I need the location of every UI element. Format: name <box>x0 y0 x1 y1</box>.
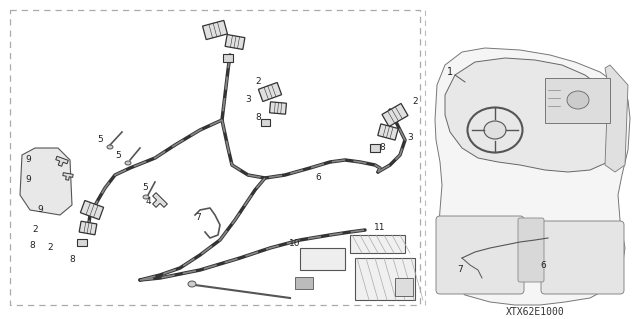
Text: 10: 10 <box>289 240 301 249</box>
Text: 5: 5 <box>142 183 148 192</box>
Polygon shape <box>56 156 68 166</box>
Text: 2: 2 <box>47 243 53 253</box>
Text: 8: 8 <box>29 241 35 249</box>
Text: 8: 8 <box>255 114 261 122</box>
Bar <box>300 248 345 270</box>
Text: 2: 2 <box>412 98 418 107</box>
Polygon shape <box>445 58 622 172</box>
Polygon shape <box>20 148 72 215</box>
Text: 7: 7 <box>457 265 463 275</box>
Text: 9: 9 <box>25 155 31 165</box>
Ellipse shape <box>143 195 149 199</box>
Polygon shape <box>79 221 97 235</box>
FancyBboxPatch shape <box>436 216 524 294</box>
Text: 3: 3 <box>407 133 413 143</box>
Polygon shape <box>81 200 104 219</box>
Polygon shape <box>378 124 398 140</box>
Ellipse shape <box>484 121 506 139</box>
Text: 11: 11 <box>374 224 386 233</box>
FancyBboxPatch shape <box>541 221 624 294</box>
Polygon shape <box>435 48 630 305</box>
Bar <box>295 277 313 289</box>
Bar <box>355 258 415 300</box>
Text: 5: 5 <box>115 151 121 160</box>
FancyBboxPatch shape <box>518 218 544 282</box>
Ellipse shape <box>107 145 113 149</box>
Text: 2: 2 <box>255 78 261 86</box>
Ellipse shape <box>188 281 196 287</box>
Text: 4: 4 <box>145 197 151 206</box>
Polygon shape <box>153 193 167 207</box>
Polygon shape <box>269 102 287 114</box>
Polygon shape <box>223 54 233 62</box>
Bar <box>545 78 610 123</box>
Text: 9: 9 <box>25 175 31 184</box>
Text: 5: 5 <box>97 136 103 145</box>
Polygon shape <box>260 118 269 125</box>
Ellipse shape <box>567 91 589 109</box>
Bar <box>350 235 405 253</box>
Ellipse shape <box>125 161 131 165</box>
Text: 9: 9 <box>37 205 43 214</box>
Polygon shape <box>77 239 87 246</box>
Polygon shape <box>225 34 245 49</box>
Polygon shape <box>382 103 408 127</box>
Text: 6: 6 <box>315 174 321 182</box>
Polygon shape <box>605 65 628 172</box>
Polygon shape <box>370 144 380 152</box>
Bar <box>10 10 420 305</box>
Text: 6: 6 <box>540 261 546 270</box>
Text: 2: 2 <box>32 226 38 234</box>
Text: 3: 3 <box>245 95 251 105</box>
Text: XTX62E1000: XTX62E1000 <box>506 307 564 317</box>
Bar <box>395 278 413 296</box>
Polygon shape <box>203 20 227 40</box>
Text: 8: 8 <box>69 256 75 264</box>
Text: 1: 1 <box>447 67 453 77</box>
Polygon shape <box>259 83 282 101</box>
Text: 7: 7 <box>195 213 201 222</box>
Text: 8: 8 <box>379 144 385 152</box>
Polygon shape <box>63 173 73 180</box>
